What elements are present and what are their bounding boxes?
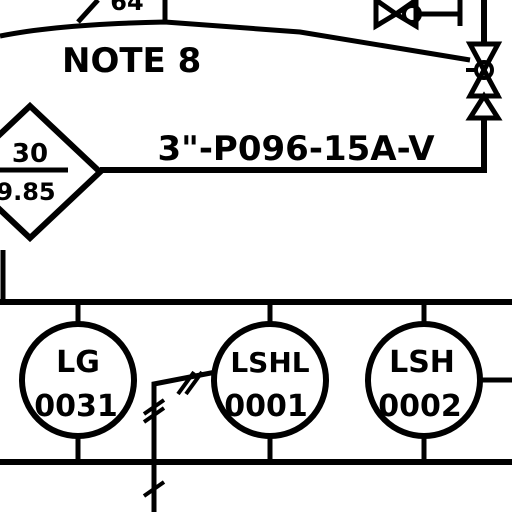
signal-line-top — [0, 19, 471, 63]
instrument-number: 0031 — [34, 389, 118, 424]
diamond-bottom-label: 9.85 — [0, 178, 56, 206]
instrument-tag: LG — [56, 345, 100, 380]
top-partial-label: 64 — [110, 0, 143, 16]
gate-valve-icon — [465, 41, 503, 170]
instrument-bubble-lsh-0002: LSH 0002 — [365, 302, 512, 462]
instrument-bubble-lg-0031: LG 0031 — [19, 302, 137, 462]
diamond-top-label: 30 — [12, 139, 48, 169]
top-partial-tag: 64 — [76, 0, 168, 24]
diamond-symbol: 30 9.85 — [0, 101, 105, 243]
instrument-bubble-lshl-0001: LSHL 0001 — [211, 302, 329, 462]
instrument-number: 0002 — [378, 389, 462, 424]
instrument-tag: LSHL — [230, 346, 309, 379]
instrument-tag: LSH — [389, 345, 455, 380]
electric-signal-line — [142, 369, 217, 512]
note-label: NOTE 8 — [62, 41, 201, 81]
instrument-number: 0001 — [224, 389, 308, 424]
line-spec-label: 3"-P096-15A-V — [157, 129, 435, 169]
top-valve-icon — [373, 0, 487, 44]
